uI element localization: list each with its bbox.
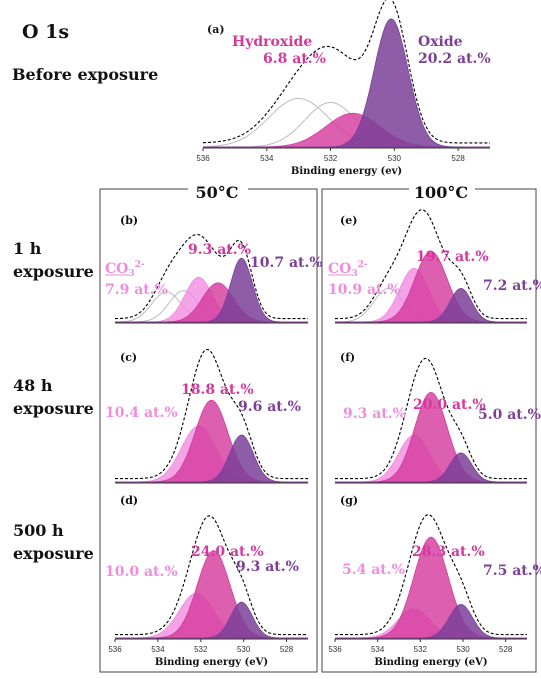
panel-g: 536 534 532 530 528 Binding energy (eV) (g) 5.4… (328, 494, 541, 668)
oxide-component-peak (115, 601, 308, 639)
panel-c: (c) 10.4 at.%18.8 at.%9.6 at.% (105, 348, 308, 484)
row-label-500h-line1: 500 h (13, 521, 64, 540)
oxide-name-label: Oxide (418, 34, 463, 50)
oxide-value-label: 9.6 at.% (238, 399, 301, 415)
carbonate-value-label: 10.9 at.% (328, 282, 401, 298)
x-tick-label: 530 (237, 645, 251, 654)
envelope-fit-line (335, 209, 527, 320)
panel-letter: (d) (120, 494, 138, 507)
carbonate-value-label: 10.0 at.% (105, 564, 178, 580)
column-title-100c-bg (409, 183, 475, 197)
carbonate-name-label: CO32- (328, 260, 368, 279)
x-tick-label: 530 (456, 645, 470, 654)
hydroxide-value-label: 9.3 at.% (188, 242, 251, 258)
x-tick-label: 534 (151, 645, 165, 654)
panel-letter: (b) (120, 214, 138, 227)
x-tick-label: 534 (371, 645, 385, 654)
row-label-500h-line2: exposure (13, 544, 94, 563)
row-label-1h-line1: 1 h (13, 239, 42, 258)
before-exposure-label: Before exposure (12, 65, 158, 84)
hydroxide-value-label: 24.0 at.% (191, 544, 264, 560)
oxide-value-label: 5.0 at.% (478, 407, 541, 423)
x-tick-label: 532 (194, 645, 208, 654)
hydroxide-value-label: 20.0 at.% (413, 397, 486, 413)
x-tick-label: 528 (499, 645, 513, 654)
oxide-component-peak (335, 603, 527, 639)
oxide-component-peak (115, 434, 308, 483)
panel-a: 536 534 532 530 528 Binding energy (ev) (a) Hyd… (196, 0, 491, 177)
carbonate-value-label: 10.4 at.% (105, 405, 178, 421)
x-axis-title: Binding energy (eV) (155, 657, 268, 668)
hydroxide-name-label: Hydroxide (232, 34, 312, 50)
carbonate-name-label: CO32- (105, 260, 145, 279)
oxide-value-label: 20.2 at.% (418, 51, 491, 67)
hydroxide-value-label: 6.8 at.% (263, 51, 326, 67)
carbonate-value-label: 9.3 at.% (343, 406, 406, 422)
oxide-value-label: 9.3 at.% (236, 559, 299, 575)
oxide-value-label: 7.5 at.% (483, 563, 541, 579)
x-axis-title: Binding energy (eV) (374, 657, 487, 668)
envelope-fit-line (115, 515, 308, 636)
envelope-fit-line (115, 233, 308, 320)
carbonate-value-label: 7.9 at.% (105, 282, 168, 298)
panel-letter: (f) (340, 351, 355, 364)
column-title-50c: 50°C (196, 183, 239, 202)
column-title-50c-bg (188, 183, 248, 197)
x-tick-label: 530 (388, 154, 402, 163)
oxide-component-peak (115, 257, 308, 323)
panel-d: 536 534 532 530 528 Binding energy (eV) (d) 10.… (105, 494, 308, 668)
envelope-fit-line (115, 348, 308, 480)
x-tick-label: 536 (328, 645, 342, 654)
hydroxide-value-label: 19.7 at.% (416, 249, 489, 265)
x-axis-title: Binding energy (ev) (291, 166, 402, 177)
hydroxide-value-label: 28.3 at.% (412, 544, 485, 560)
panel-letter: (a) (207, 23, 225, 36)
row-label-48h-line1: 48 h (13, 376, 53, 395)
oxide-component-peak (335, 287, 527, 323)
envelope-fit-line (335, 514, 527, 636)
oxide-value-label: 7.2 at.% (483, 278, 541, 294)
panel-e: (e) CO32- 10.9 at.% 19.7 at.% 7.2 at.% (328, 209, 541, 324)
x-tick-label: 536 (108, 645, 122, 654)
oxide-value-label: 10.7 at.% (250, 255, 323, 271)
x-tick-label: 532 (414, 645, 428, 654)
carbonate-value-label: 5.4 at.% (342, 562, 405, 578)
row-label-1h-line2: exposure (13, 262, 94, 281)
column-title-100c: 100°C (414, 183, 468, 202)
panel-letter: (e) (340, 214, 357, 227)
x-tick-label: 534 (260, 154, 274, 163)
species-title: O 1s (22, 21, 69, 43)
oxide-component-peak (203, 18, 490, 148)
row-label-48h-line2: exposure (13, 399, 94, 418)
oxide-component-peak (335, 452, 527, 483)
panel-letter: (c) (120, 351, 137, 364)
panel-letter: (g) (340, 494, 358, 507)
panel-b: (b) CO32- 7.9 at.% 9.3 at.%10.7 at.% (105, 214, 323, 324)
x-tick-label: 536 (196, 154, 210, 163)
hydroxide-value-label: 18.8 at.% (181, 382, 254, 398)
envelope-fit-line (202, 0, 490, 144)
x-tick-label: 528 (451, 154, 465, 163)
envelope-fit-line (335, 357, 527, 480)
x-tick-label: 528 (280, 645, 294, 654)
panel-f: (f) 9.3 at.% 20.0 at.%5.0 at.% (335, 351, 541, 484)
x-tick-label: 532 (324, 154, 338, 163)
